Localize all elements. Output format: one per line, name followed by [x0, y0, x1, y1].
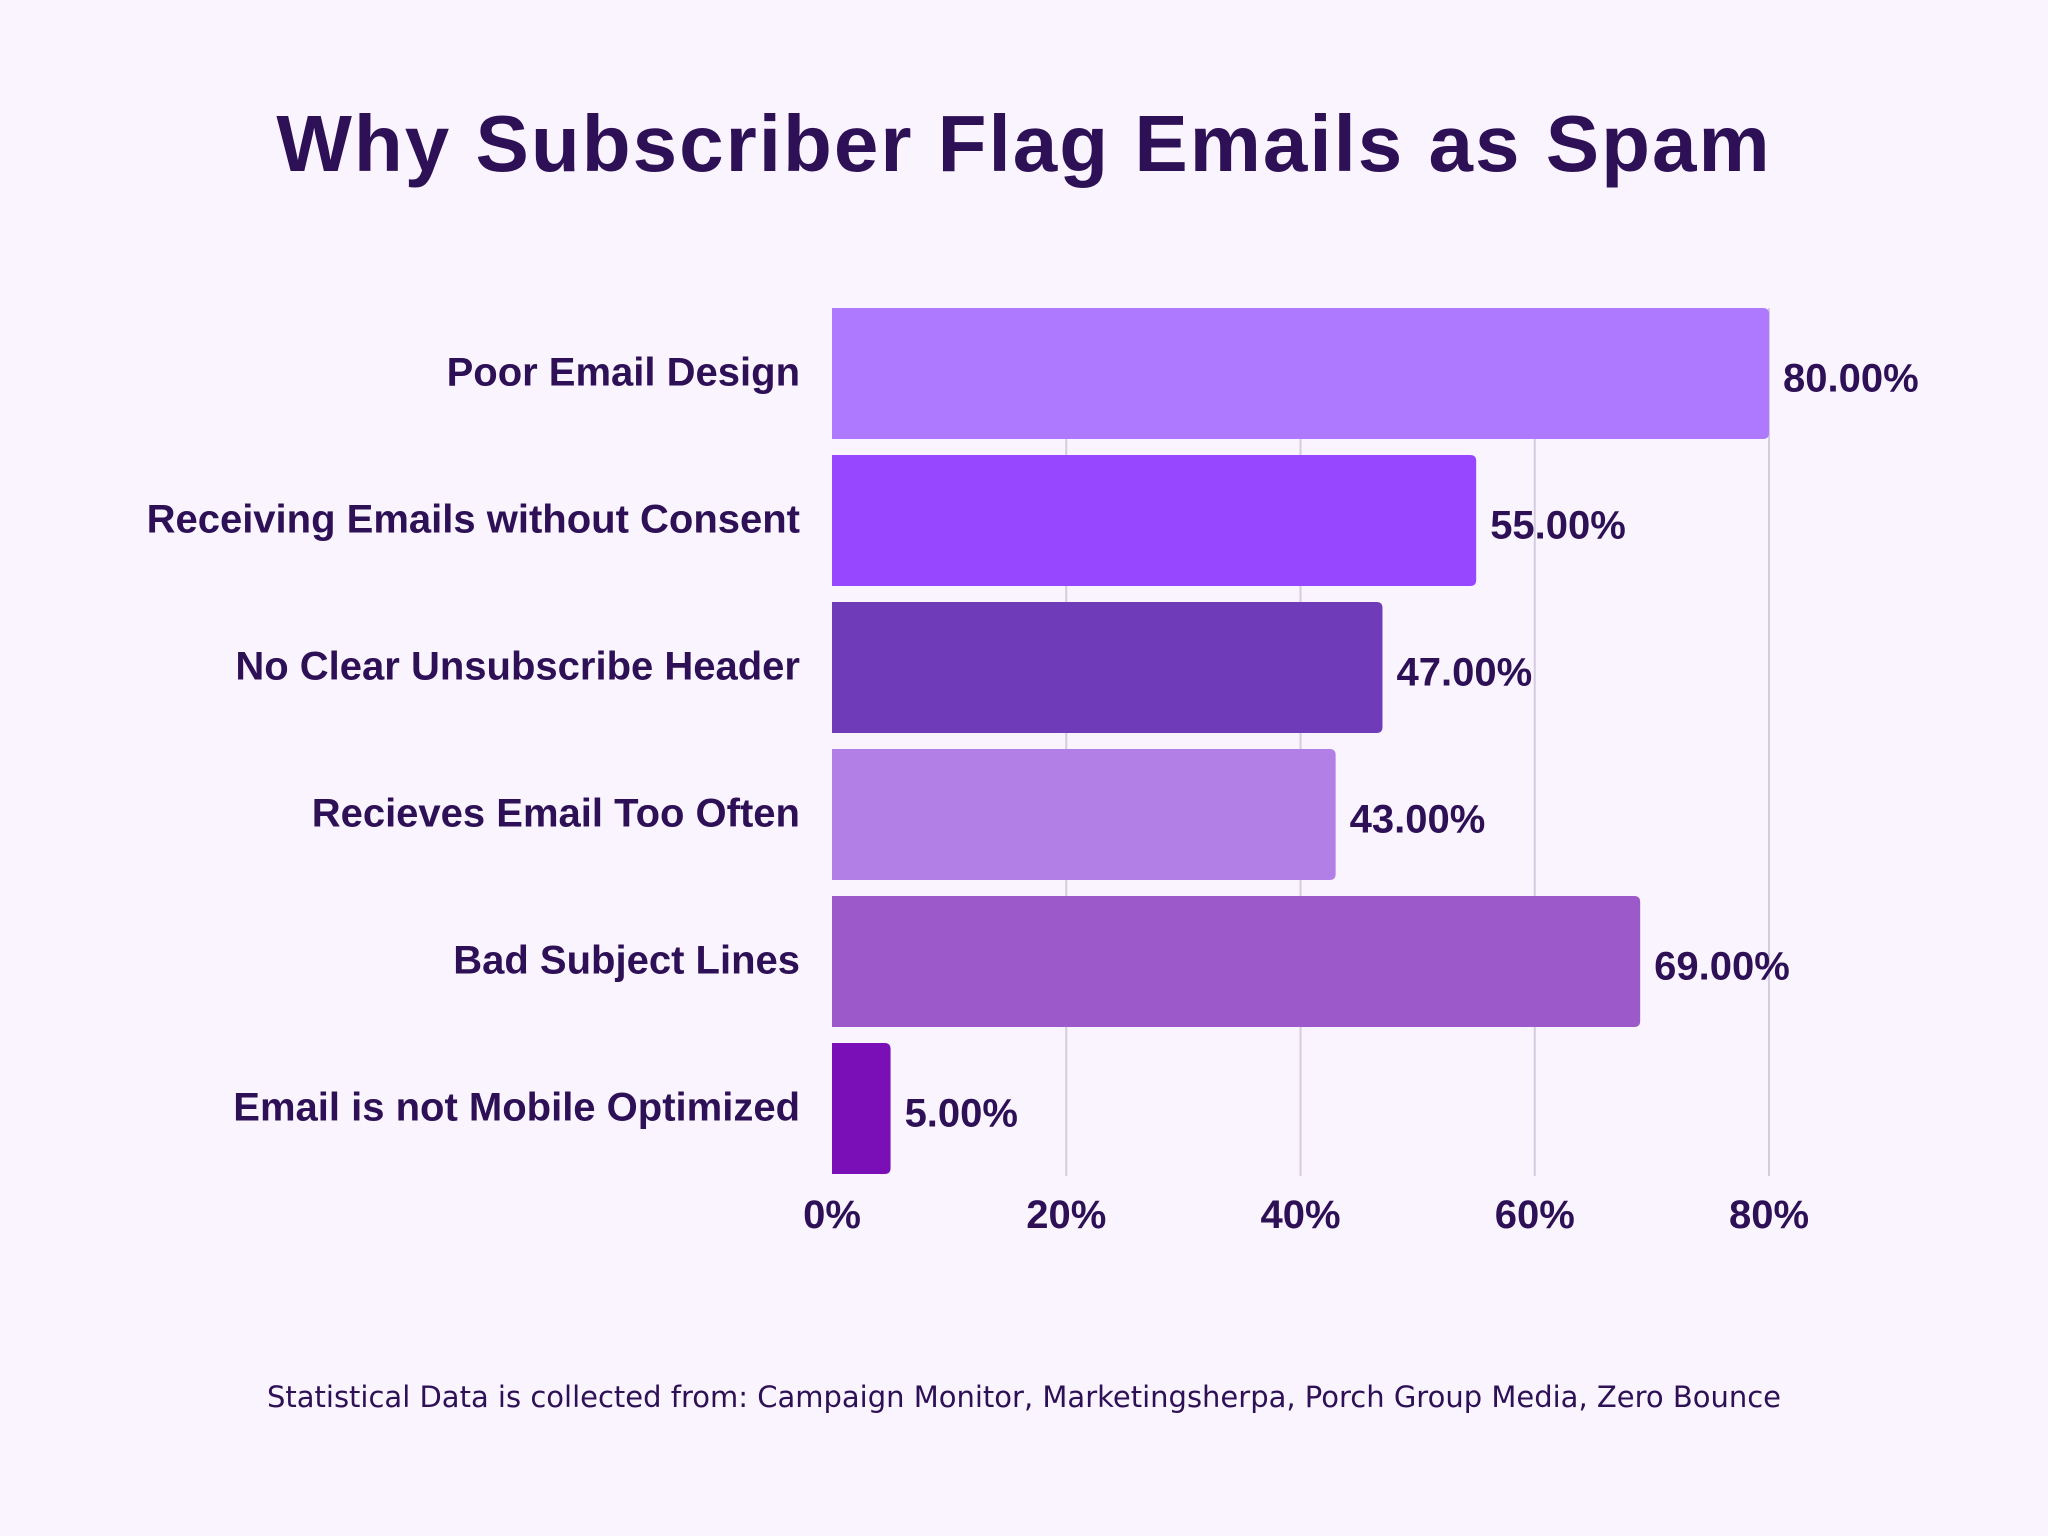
category-label: Bad Subject Lines — [453, 939, 800, 983]
x-tick-label: 80% — [1729, 1193, 1809, 1237]
category-label: Email is not Mobile Optimized — [233, 1086, 800, 1130]
data-label: 69.00% — [1654, 945, 1790, 989]
category-label: No Clear Unsubscribe Header — [235, 645, 800, 689]
bar — [832, 602, 1383, 733]
source-footnote: Statistical Data is collected from: Camp… — [266, 1380, 1782, 1414]
data-label: 5.00% — [905, 1092, 1018, 1136]
x-tick-label: 20% — [1026, 1193, 1106, 1237]
category-label: Receiving Emails without Consent — [147, 498, 800, 542]
bar — [832, 1043, 891, 1174]
bar — [832, 455, 1477, 586]
x-tick-label: 0% — [803, 1193, 861, 1237]
chart-title: Why Subscriber Flag Emails as Spam — [276, 99, 1772, 188]
category-label: Recieves Email Too Often — [312, 792, 800, 836]
data-label: 43.00% — [1350, 798, 1486, 842]
bar — [832, 896, 1641, 1027]
bar — [832, 749, 1336, 880]
data-label: 47.00% — [1396, 651, 1532, 695]
data-label: 55.00% — [1490, 504, 1626, 548]
data-label: 80.00% — [1783, 357, 1919, 401]
category-label: Poor Email Design — [447, 351, 800, 395]
bar — [832, 308, 1769, 439]
x-tick-label: 40% — [1260, 1193, 1340, 1237]
x-tick-label: 60% — [1495, 1193, 1575, 1237]
